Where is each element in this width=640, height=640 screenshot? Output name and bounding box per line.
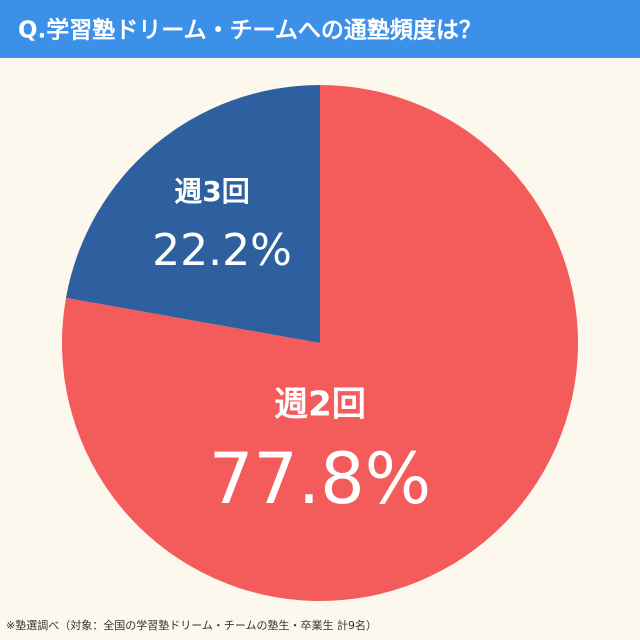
pie-slice bbox=[61, 85, 578, 601]
title-bar bbox=[0, 0, 640, 58]
footnote: ※塾選調べ（対象：全国の学習塾ドリーム・チームの塾生・卒業生 計9名） bbox=[6, 618, 377, 632]
pie: 週2回 77.8% 週3回 22.2% bbox=[61, 85, 578, 601]
pie-slice bbox=[65, 85, 321, 343]
slice-value-label: 22.2% bbox=[152, 225, 292, 276]
slice-category: 週3回 bbox=[174, 175, 249, 208]
chart-title: Q.学習塾ドリーム・チームへの通塾頻度は？ bbox=[18, 17, 482, 44]
slice-value-label: 77.8% bbox=[209, 438, 431, 520]
slice-category: 週2回 bbox=[274, 385, 366, 425]
